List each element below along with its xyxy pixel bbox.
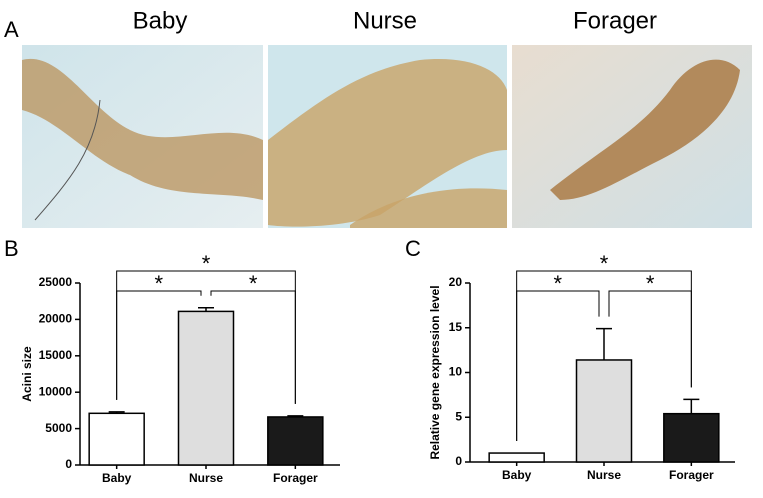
significance-mark: * xyxy=(554,271,563,296)
bar xyxy=(663,412,720,463)
panel-label: A xyxy=(4,17,19,42)
y-tick-label: 10000 xyxy=(39,384,73,398)
image-title: Forager xyxy=(573,7,657,34)
significance-bracket xyxy=(116,270,296,404)
x-tick-label: Forager xyxy=(669,468,714,482)
x-tick-label: Baby xyxy=(102,471,132,485)
significance-mark: * xyxy=(600,251,609,276)
y-tick-label: 0 xyxy=(455,454,462,468)
error-bar xyxy=(198,307,214,312)
bar xyxy=(267,416,324,466)
error-bar xyxy=(108,411,125,414)
y-axis-label: Acini size xyxy=(20,346,34,402)
y-tick-label: 25000 xyxy=(39,275,73,289)
bar xyxy=(177,310,235,466)
x-tick-label: Nurse xyxy=(587,468,621,482)
significance-mark: * xyxy=(202,251,211,276)
y-tick-label: 0 xyxy=(65,457,72,471)
y-tick-label: 5 xyxy=(455,409,462,423)
image-title: Baby xyxy=(133,7,188,34)
x-tick-label: Forager xyxy=(273,471,318,485)
panel-label: B xyxy=(4,236,19,261)
error-bar xyxy=(287,415,304,417)
x-tick-label: Nurse xyxy=(189,471,223,485)
photo xyxy=(268,45,507,228)
significance-mark: * xyxy=(155,271,164,296)
y-tick-label: 20 xyxy=(449,275,463,289)
y-tick-label: 5000 xyxy=(45,421,72,435)
panel-label: C xyxy=(405,236,421,261)
y-tick-label: 10 xyxy=(449,365,463,379)
y-tick-label: 15000 xyxy=(39,348,73,362)
significance-bracket xyxy=(516,270,692,442)
significance-mark: * xyxy=(646,271,655,296)
significance-mark: * xyxy=(249,271,258,296)
y-tick-label: 15 xyxy=(449,320,463,334)
y-tick-label: 20000 xyxy=(39,312,73,326)
image-title: Nurse xyxy=(353,7,417,34)
bar xyxy=(488,452,545,463)
x-tick-label: Baby xyxy=(502,468,532,482)
bar xyxy=(88,412,145,466)
error-bar xyxy=(683,398,700,414)
error-bar xyxy=(596,327,612,360)
bar xyxy=(575,359,633,463)
photo xyxy=(22,45,263,228)
y-axis-label: Relative gene expression level xyxy=(428,285,442,459)
photo xyxy=(512,45,752,228)
